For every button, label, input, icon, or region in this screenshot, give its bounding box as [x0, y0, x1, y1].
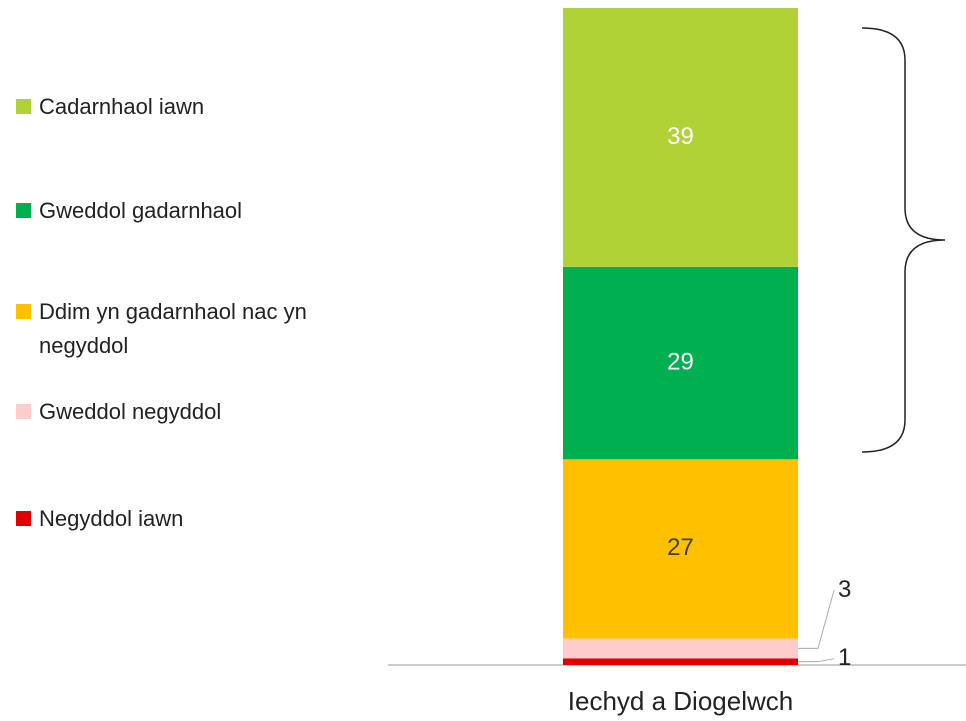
legend-item: Ddim yn gadarnhaol nac yn negyddol — [16, 295, 346, 363]
legend-label: Cadarnhaol iawn — [39, 94, 205, 119]
leader-line — [798, 658, 835, 663]
legend-swatch — [16, 511, 31, 526]
legend-item: Negyddol iawn — [16, 502, 346, 536]
legend-item: Gweddol gadarnhaol — [16, 194, 346, 228]
legend-swatch — [16, 99, 31, 114]
data-label: 39 — [667, 123, 694, 150]
data-label: 3 — [838, 576, 851, 603]
legend-label: Gweddol gadarnhaol — [39, 198, 243, 223]
legend-swatch — [16, 304, 31, 319]
legend-item: Gweddol negyddol — [16, 395, 346, 429]
bar-segment — [563, 658, 798, 665]
leader-line — [798, 590, 835, 649]
legend-label: Gweddol negyddol — [39, 399, 222, 424]
bar-segment — [563, 8, 798, 267]
data-label: 27 — [667, 534, 694, 561]
data-label: 29 — [667, 348, 694, 375]
x-tick-label: Iechyd a Diogelwch — [568, 686, 793, 716]
legend-label: Negyddol iawn — [39, 506, 184, 531]
bar-segment — [563, 266, 798, 460]
legend-swatch — [16, 203, 31, 218]
legend-item: Cadarnhaol iawn — [16, 90, 346, 124]
data-label: 1 — [838, 644, 851, 671]
legend-label: Ddim yn gadarnhaol nac yn negyddol — [39, 299, 307, 358]
bar-segment — [563, 459, 798, 639]
legend-swatch — [16, 404, 31, 419]
brace — [861, 27, 946, 453]
bar-segment — [563, 638, 798, 659]
